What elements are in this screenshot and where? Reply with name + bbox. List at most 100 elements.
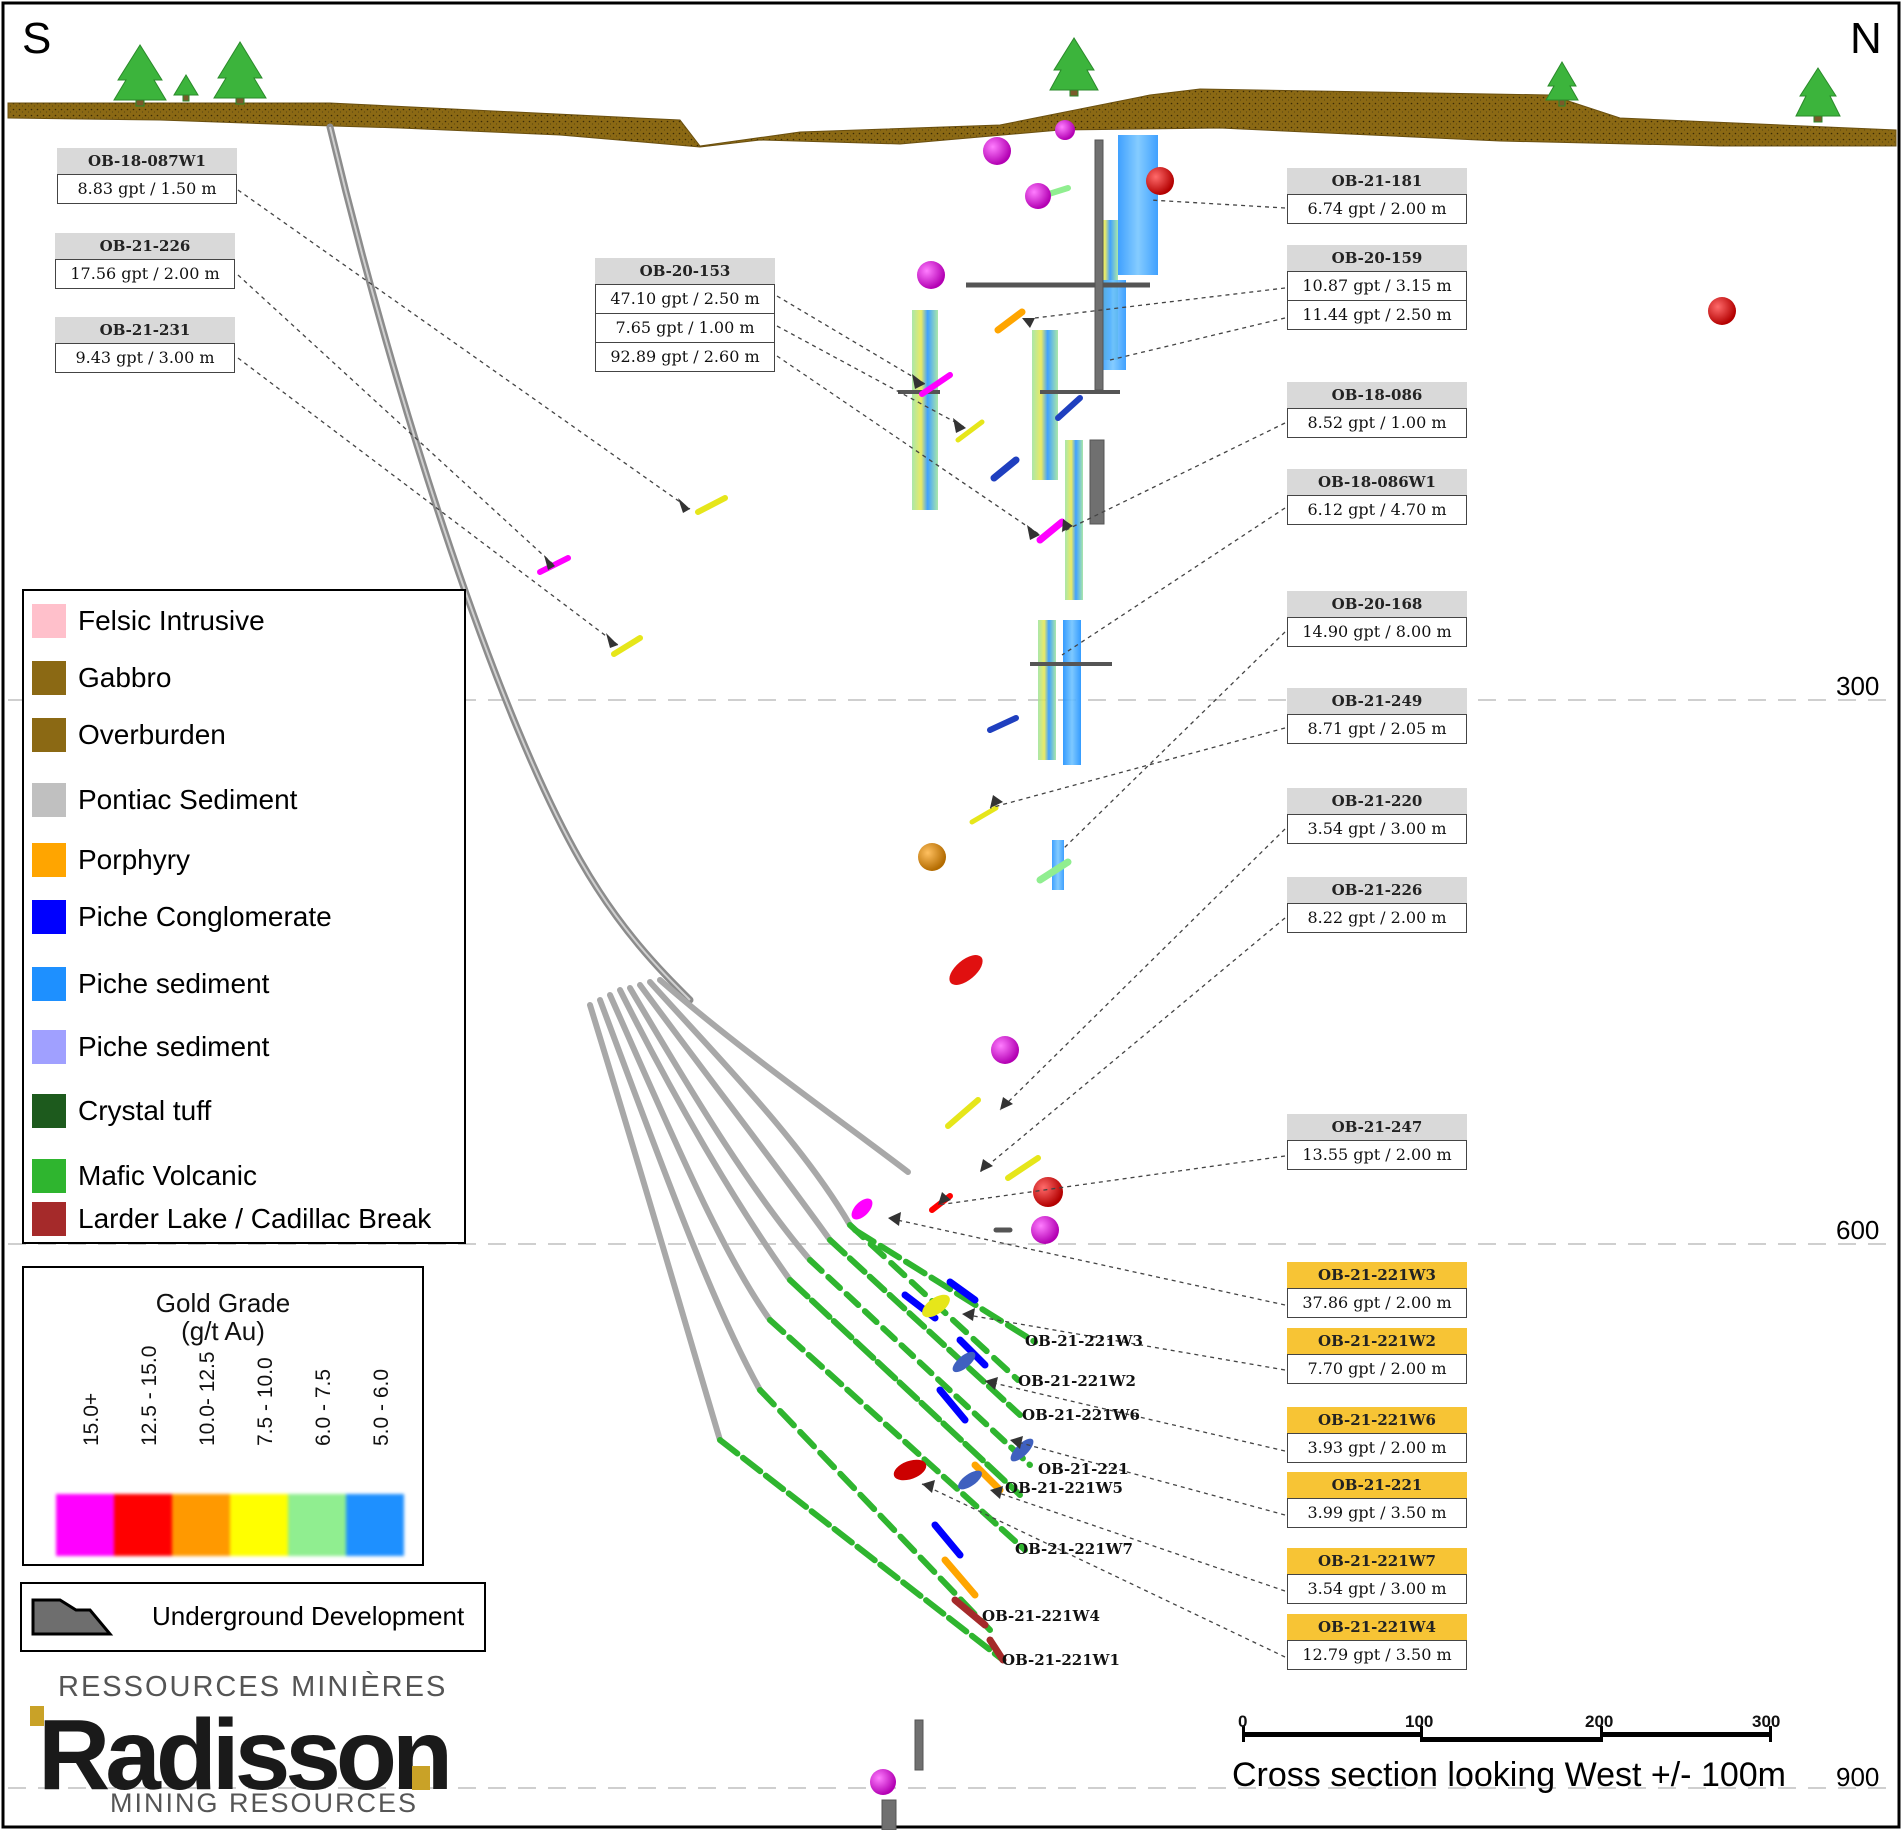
legend-swatch xyxy=(32,1202,66,1236)
legend-swatch xyxy=(32,1030,66,1064)
callout-grade: 12.79 gpt / 3.50 m xyxy=(1287,1640,1467,1670)
callout-hole-id: OB-20-168 xyxy=(1287,591,1467,617)
legend-swatch xyxy=(32,843,66,877)
legend-item: Felsic Intrusive xyxy=(32,601,265,641)
underground-development xyxy=(881,139,1150,1830)
callout-ob-21-226-left: OB-21-226 17.56 gpt / 2.00 m xyxy=(55,233,235,289)
legend-label: Piche sediment xyxy=(78,968,270,999)
callout-grade: 7.70 gpt / 2.00 m xyxy=(1287,1354,1467,1384)
legend-swatch xyxy=(32,967,66,1001)
legend-label: Pontiac Sediment xyxy=(78,784,298,815)
grade-swatch xyxy=(172,1494,230,1556)
sphere-magenta-3 xyxy=(1055,120,1075,140)
scale-tick-0: 0 xyxy=(1238,1712,1248,1731)
scale-bar xyxy=(1242,1726,1772,1742)
sphere-magenta-5 xyxy=(991,1036,1019,1064)
grade-bin-label: 15.0+ xyxy=(80,1392,103,1446)
grade-swatch xyxy=(346,1494,404,1556)
grade-swatch xyxy=(230,1494,288,1556)
grade-legend-title: Gold Grade xyxy=(155,1288,291,1318)
legend-item: Porphyry xyxy=(32,840,190,880)
callout-grade: 17.56 gpt / 2.00 m xyxy=(55,259,235,289)
callout-hole-id: OB-21-220 xyxy=(1287,788,1467,814)
callout-hole-id: OB-21-221W2 xyxy=(1287,1328,1467,1354)
legend-label: Gabbro xyxy=(78,662,172,693)
callout-hole-id: OB-21-221W3 xyxy=(1287,1262,1467,1288)
logo-gold-accent xyxy=(412,1766,430,1790)
compass-north: N xyxy=(1850,14,1882,63)
grade-color-bar xyxy=(56,1494,404,1556)
composite-columns xyxy=(912,135,1158,890)
tree-2 xyxy=(173,74,199,102)
callout-ob-21-247: OB-21-247 13.55 gpt / 2.00 m xyxy=(1287,1114,1467,1170)
callout-hole-id: OB-18-086 xyxy=(1287,382,1467,408)
callout-ob-18-086: OB-18-086 8.52 gpt / 1.00 m xyxy=(1287,382,1467,438)
callout-ob-21-231: OB-21-231 9.43 gpt / 3.00 m xyxy=(55,317,235,373)
legend-label: Larder Lake / Cadillac Break xyxy=(78,1203,432,1234)
sphere-orange-1 xyxy=(918,843,946,871)
sphere-red-2 xyxy=(1708,297,1736,325)
callout-hole-id: OB-21-247 xyxy=(1287,1114,1467,1140)
callout-ob-21-181: OB-21-181 6.74 gpt / 2.00 m xyxy=(1287,168,1467,224)
callout-ob-21-221w4: OB-21-221W4 12.79 gpt / 3.50 m xyxy=(1287,1614,1467,1670)
grade-legend-unit: (g/t Au) xyxy=(181,1316,265,1346)
grade-bin-label: 10.0- 12.5 xyxy=(196,1351,219,1446)
hole-label-ob-21-221w1: OB-21-221W1 xyxy=(1002,1651,1120,1669)
callout-hole-id: OB-21-231 xyxy=(55,317,235,343)
depth-label-600: 600 xyxy=(1836,1215,1880,1245)
legend-label: Felsic Intrusive xyxy=(78,605,265,636)
legend-item: Larder Lake / Cadillac Break xyxy=(32,1199,431,1239)
callout-hole-id: OB-21-221W4 xyxy=(1287,1614,1467,1640)
legend-item: Overburden xyxy=(32,715,226,755)
logo-wordmark: Radisson xyxy=(38,1699,453,1811)
sphere-magenta-2 xyxy=(1025,183,1051,209)
callout-hole-id: OB-21-221W7 xyxy=(1287,1548,1467,1574)
tree-1 xyxy=(113,44,167,107)
callout-ob-20-153: OB-20-153 47.10 gpt / 2.50 m 7.65 gpt / … xyxy=(595,258,775,372)
callout-ob-21-221w6: OB-21-221W6 3.93 gpt / 2.00 m xyxy=(1287,1407,1467,1463)
hole-label-ob-21-221w6: OB-21-221W6 xyxy=(1022,1406,1140,1424)
sphere-magenta-6 xyxy=(1031,1216,1059,1244)
hole-label-ob-21-221w2: OB-21-221W2 xyxy=(1018,1372,1136,1390)
hole-label-ob-21-221w4: OB-21-221W4 xyxy=(982,1607,1100,1625)
grade-bin-label: 5.0 - 6.0 xyxy=(370,1368,393,1446)
callout-hole-id: OB-21-226 xyxy=(55,233,235,259)
hole-label-ob-21-221w7: OB-21-221W7 xyxy=(1015,1540,1133,1558)
underground-label: Underground Development xyxy=(152,1601,465,1631)
legend-label: Piche Conglomerate xyxy=(78,901,332,932)
scale-tick-300: 300 xyxy=(1752,1712,1781,1731)
callout-grade: 9.43 gpt / 3.00 m xyxy=(55,343,235,373)
sphere-magenta-1 xyxy=(983,137,1011,165)
scale-tick-100: 100 xyxy=(1405,1712,1434,1731)
callout-hole-id: OB-20-159 xyxy=(1287,245,1467,271)
grade-swatch xyxy=(56,1494,114,1556)
leader-arrowheads xyxy=(544,318,1073,1499)
tree-4 xyxy=(1049,37,1099,97)
sphere-red-1 xyxy=(1146,167,1174,195)
logo-bottom-text: MINING RESOURCES xyxy=(110,1788,419,1818)
callout-grade: 13.55 gpt / 2.00 m xyxy=(1287,1140,1467,1170)
grade-bin-label: 6.0 - 7.5 xyxy=(312,1368,335,1446)
callout-grade: 11.44 gpt / 2.50 m xyxy=(1287,301,1467,330)
callout-hole-id: OB-21-181 xyxy=(1287,168,1467,194)
underground-legend: Underground Development xyxy=(20,1582,486,1652)
sphere-red-3 xyxy=(1033,1177,1063,1207)
callout-grade: 6.74 gpt / 2.00 m xyxy=(1287,194,1467,224)
callout-hole-id: OB-21-249 xyxy=(1287,688,1467,714)
callout-grade: 8.83 gpt / 1.50 m xyxy=(57,174,237,204)
legend-label: Mafic Volcanic xyxy=(78,1160,257,1191)
callout-grade: 6.12 gpt / 4.70 m xyxy=(1287,495,1467,525)
overburden-layer xyxy=(7,88,1897,148)
legend-label: Porphyry xyxy=(78,844,191,875)
gold-grade-legend: Gold Grade (g/t Au) 15.0+ 12.5 - 15.0 10… xyxy=(22,1266,424,1566)
legend-item: Crystal tuff xyxy=(32,1091,211,1131)
callout-grade: 10.87 gpt / 3.15 m xyxy=(1287,271,1467,301)
logo-top-text: RESSOURCES MINIÈRES xyxy=(58,1671,448,1703)
legend-swatch xyxy=(32,900,66,934)
callout-grade: 47.10 gpt / 2.50 m xyxy=(595,284,775,314)
scale-tick-200: 200 xyxy=(1585,1712,1614,1731)
callout-ob-21-221: OB-21-221 3.99 gpt / 3.50 m xyxy=(1287,1472,1467,1528)
callout-hole-id: OB-21-226 xyxy=(1287,877,1467,903)
callout-hole-id: OB-20-153 xyxy=(595,258,775,284)
